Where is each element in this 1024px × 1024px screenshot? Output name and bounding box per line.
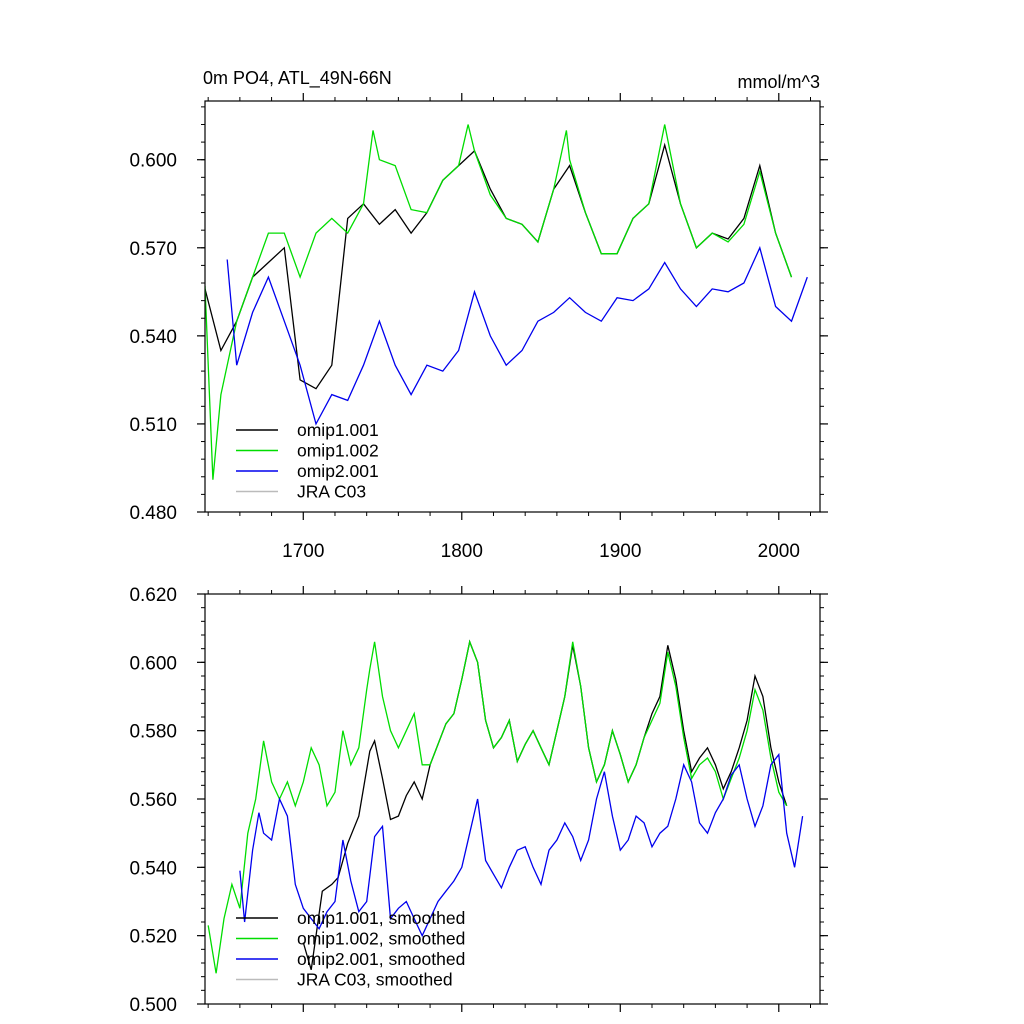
- y-tick-label: 0.600: [129, 653, 177, 674]
- top-y-axis: 0.480 0.510 0.540 0.570 0.600: [129, 106, 828, 524]
- series-line-omip2-001-smoothed: [239, 752, 804, 938]
- y-tick-label: 0.620: [129, 585, 177, 606]
- units-label: mmol/m^3: [738, 72, 820, 92]
- x-tick-label: 1800: [441, 541, 483, 562]
- legend-label: JRA C03: [297, 482, 366, 502]
- chart-title: 0m PO4, ATL_49N-66N: [203, 68, 392, 89]
- top-x-axis: 1700 1800 1900 2000: [207, 93, 811, 562]
- series-line-omip2-001: [226, 245, 808, 426]
- y-tick-label: 0.520: [129, 927, 177, 948]
- y-tick-label: 0.570: [129, 239, 177, 260]
- series-line-omip1-002: [205, 124, 793, 480]
- legend-label: JRA C03, smoothed: [297, 970, 453, 990]
- top-panel: 0m PO4, ATL_49N-66N mmol/m^3 0.4800.5100…: [129, 68, 828, 562]
- legend-label: omip1.002: [297, 441, 379, 461]
- y-tick-label: 0.510: [129, 415, 177, 436]
- y-tick-label: 0.560: [129, 790, 177, 811]
- y-tick-label: 0.600: [129, 151, 177, 172]
- legend-label: omip1.001: [297, 420, 379, 440]
- top-series-group: [205, 124, 808, 480]
- bottom-series-group: [207, 639, 804, 974]
- bottom-panel: 0.500 0.520 0.540 0.560 0.580 0.600 0.620 omip…: [129, 585, 828, 1016]
- top-plot-frame: [204, 100, 821, 513]
- y-tick-label: 0.500: [129, 995, 177, 1016]
- x-tick-label: 1700: [282, 541, 324, 562]
- y-tick-label: 0.540: [129, 858, 177, 879]
- y-tick-label: 0.540: [129, 327, 177, 348]
- legend-label: omip1.001, smoothed: [297, 908, 465, 928]
- bottom-x-axis: [207, 586, 811, 1012]
- legend-label: omip2.001: [297, 461, 379, 481]
- legend-label: omip2.001, smoothed: [297, 949, 465, 969]
- legend-label: omip1.002, smoothed: [297, 929, 465, 949]
- y-tick-label: 0.580: [129, 722, 177, 743]
- bottom-y-axis: 0.500 0.520 0.540 0.560 0.580 0.600 0.620: [129, 585, 828, 1016]
- y-tick-label: 0.480: [129, 503, 177, 524]
- x-tick-label: 2000: [758, 541, 800, 562]
- x-tick-label: 1900: [599, 541, 641, 562]
- series-line-omip1-002-smoothed: [207, 639, 788, 974]
